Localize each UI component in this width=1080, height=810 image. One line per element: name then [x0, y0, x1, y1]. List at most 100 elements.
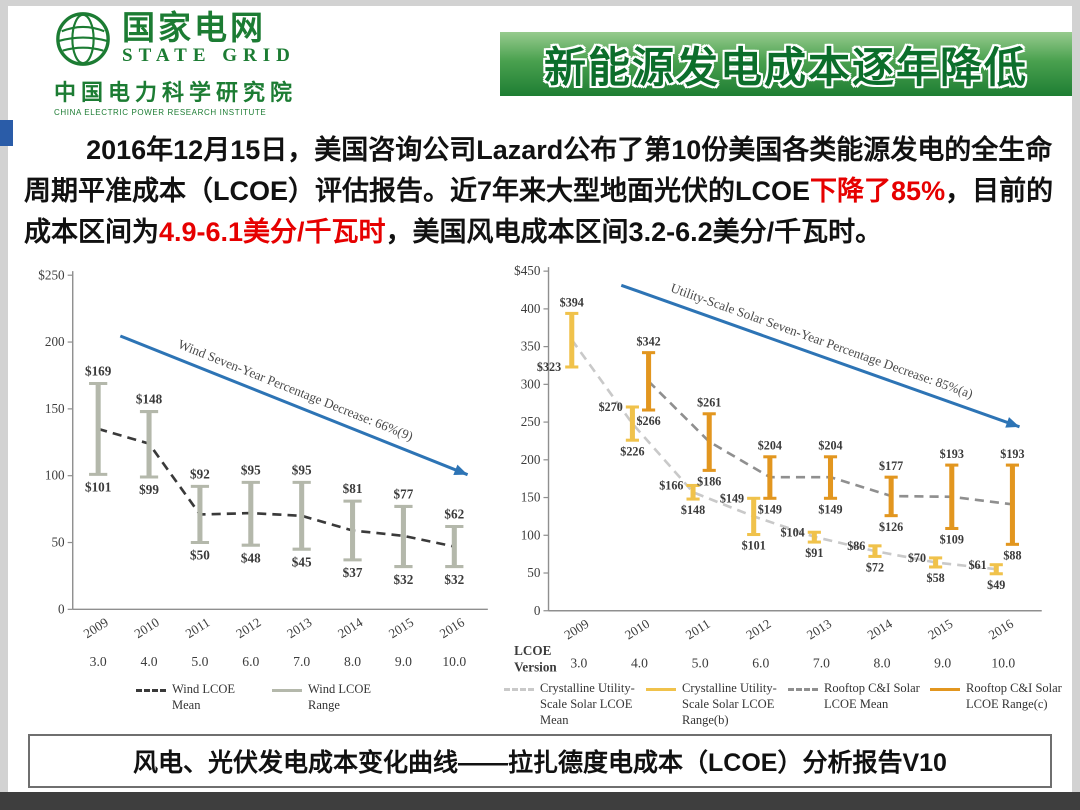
svg-text:$226: $226: [620, 444, 644, 458]
svg-text:50: 50: [527, 565, 541, 580]
svg-text:5.0: 5.0: [191, 654, 208, 669]
svg-text:4.0: 4.0: [141, 654, 158, 669]
svg-text:2009: 2009: [81, 614, 112, 641]
svg-text:$394: $394: [560, 295, 584, 309]
caption-text: 风电、光伏发电成本变化曲线——拉扎德度电成本（LCOE）分析报告V10: [133, 749, 947, 777]
solid-line-sample-icon: [646, 688, 676, 692]
svg-text:$48: $48: [241, 550, 261, 565]
dashed-line-sample-icon: [788, 688, 818, 692]
brand-name-en: STATE GRID: [122, 45, 296, 67]
svg-text:300: 300: [521, 376, 541, 391]
legend-item: Rooftop C&I Solar LCOE Range(c): [930, 681, 1062, 728]
solid-line-sample-icon: [930, 688, 960, 692]
svg-text:5.0: 5.0: [692, 655, 709, 670]
svg-text:$148: $148: [136, 391, 163, 406]
svg-text:8.0: 8.0: [874, 655, 891, 670]
slide-title: 新能源发电成本逐年降低: [543, 43, 1028, 91]
svg-text:$49: $49: [987, 578, 1005, 592]
svg-text:Wind Seven-Year Percentage Dec: Wind Seven-Year Percentage Decrease: 66%…: [176, 336, 415, 443]
brand-name-cn: 国家电网: [122, 8, 266, 46]
legend-label: Rooftop C&I Solar LCOE Mean: [824, 681, 920, 712]
solar-chart-legend: Crystalline Utility-Scale Solar LCOE Mea…: [500, 681, 1066, 728]
svg-text:250: 250: [521, 414, 541, 429]
svg-text:$62: $62: [444, 506, 464, 521]
svg-text:2010: 2010: [622, 616, 653, 643]
svg-text:8.0: 8.0: [344, 654, 361, 669]
svg-text:$250: $250: [38, 267, 65, 282]
svg-text:2013: 2013: [284, 614, 315, 641]
svg-text:$450: $450: [514, 263, 541, 278]
mean-lines: [97, 427, 455, 548]
institute-name-cn: 中国电力科学研究院: [54, 80, 298, 105]
svg-text:$149: $149: [720, 491, 744, 505]
svg-text:$95: $95: [292, 462, 312, 477]
svg-text:2012: 2012: [233, 614, 263, 641]
svg-text:$101: $101: [85, 480, 111, 495]
svg-text:6.0: 6.0: [242, 654, 259, 669]
svg-text:$193: $193: [1000, 447, 1024, 461]
legend-item: Wind LCOE Mean: [136, 682, 242, 713]
charts-row: $250 200 150 100 50 0 2009 2010 2011 2012 2013 2014…: [14, 257, 1070, 728]
accent-bar: [0, 120, 13, 146]
svg-text:$149: $149: [758, 502, 782, 516]
svg-text:2009: 2009: [561, 616, 592, 643]
trend-arrow: [119, 334, 469, 477]
svg-text:400: 400: [521, 301, 541, 316]
svg-text:0: 0: [58, 601, 65, 616]
svg-text:150: 150: [45, 401, 65, 416]
annotation-label: Utility-Scale Solar Seven-Year Percentag…: [669, 280, 975, 401]
slide: 国家电网 STATE GRID 中国电力科学研究院 CHINA ELECTRIC…: [8, 6, 1072, 792]
svg-text:$32: $32: [444, 572, 464, 587]
svg-text:$45: $45: [292, 554, 312, 569]
svg-text:$37: $37: [343, 565, 363, 580]
caption-box: 风电、光伏发电成本变化曲线——拉扎德度电成本（LCOE）分析报告V10: [28, 734, 1052, 788]
svg-text:$95: $95: [241, 462, 261, 477]
logo-block: 国家电网 STATE GRID 中国电力科学研究院 CHINA ELECTRIC…: [54, 10, 297, 117]
intro-highlight-2: 4.9-6.1美分/千瓦时: [159, 217, 386, 247]
svg-text:Utility-Scale Solar Seven-Year: Utility-Scale Solar Seven-Year Percentag…: [669, 280, 975, 401]
svg-text:$77: $77: [394, 486, 414, 501]
annotation-label: Wind Seven-Year Percentage Decrease: 66%…: [176, 336, 415, 443]
intro-part-1: 2016年12月15日，美国咨询公司Lazard公布了第10份美国各类能源发电的…: [24, 135, 1053, 206]
svg-text:100: 100: [521, 527, 541, 542]
svg-text:9.0: 9.0: [395, 654, 412, 669]
svg-text:100: 100: [45, 468, 65, 483]
svg-text:2011: 2011: [183, 615, 213, 641]
svg-text:2014: 2014: [335, 614, 366, 641]
svg-text:2014: 2014: [865, 616, 896, 643]
svg-text:Version: Version: [514, 659, 557, 674]
svg-text:LCOE: LCOE: [514, 643, 551, 658]
svg-text:0: 0: [534, 603, 541, 618]
svg-text:$88: $88: [1003, 548, 1021, 562]
trend-arrow: [620, 283, 1021, 429]
svg-text:7.0: 7.0: [813, 655, 830, 670]
svg-text:$270: $270: [599, 400, 623, 414]
svg-text:$166: $166: [659, 479, 683, 493]
intro-highlight-1: 下降了85%: [810, 176, 946, 206]
legend-label: Rooftop C&I Solar LCOE Range(c): [966, 681, 1062, 712]
title-banner: 新能源发电成本逐年降低: [500, 32, 1072, 96]
svg-text:50: 50: [51, 535, 65, 550]
svg-text:7.0: 7.0: [293, 654, 310, 669]
svg-text:$92: $92: [190, 466, 210, 481]
svg-text:$72: $72: [866, 561, 884, 575]
solar-lcoe-figure: $450 400 350 300 250 200 150 100 50 0 2009 2010 2011…: [500, 257, 1066, 728]
svg-text:$177: $177: [879, 459, 903, 473]
solar-chart-svg: $450 400 350 300 250 200 150 100 50 0 2009 2010 2011…: [514, 263, 1042, 674]
state-grid-globe-icon: [56, 12, 110, 66]
svg-text:$169: $169: [85, 363, 112, 378]
svg-text:2013: 2013: [804, 616, 835, 643]
svg-text:150: 150: [521, 490, 541, 505]
legend-item: Rooftop C&I Solar LCOE Mean: [788, 681, 920, 728]
svg-text:2011: 2011: [683, 616, 713, 642]
svg-text:2016: 2016: [437, 614, 468, 641]
intro-part-2: ，目前的成本区间为: [24, 176, 1054, 247]
svg-text:$104: $104: [781, 525, 805, 539]
range-bars: [565, 311, 1003, 576]
legend-item: Wind LCOE Range: [272, 682, 378, 713]
svg-text:$50: $50: [190, 548, 210, 563]
axes: $250 200 150 100 50 0: [38, 267, 488, 616]
svg-text:$148: $148: [681, 503, 705, 517]
dashed-line-sample-icon: [504, 688, 534, 692]
